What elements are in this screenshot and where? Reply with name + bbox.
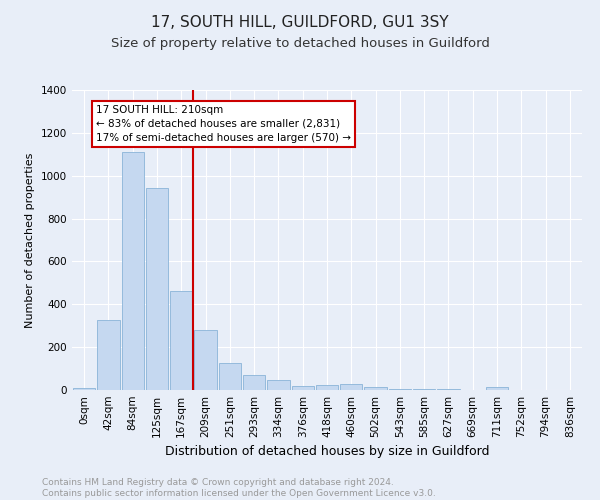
Bar [292,386,314,390]
Bar [486,388,508,390]
Bar [146,188,168,390]
Y-axis label: Number of detached properties: Number of detached properties [25,152,35,328]
Bar [194,330,217,390]
Bar [97,320,119,390]
Bar [340,384,362,390]
X-axis label: Distribution of detached houses by size in Guildford: Distribution of detached houses by size … [165,446,489,458]
Text: Size of property relative to detached houses in Guildford: Size of property relative to detached ho… [110,38,490,51]
Bar [122,152,144,390]
Text: 17, SOUTH HILL, GUILDFORD, GU1 3SY: 17, SOUTH HILL, GUILDFORD, GU1 3SY [151,15,449,30]
Text: 17 SOUTH HILL: 210sqm
← 83% of detached houses are smaller (2,831)
17% of semi-d: 17 SOUTH HILL: 210sqm ← 83% of detached … [96,105,351,143]
Bar [243,374,265,390]
Bar [316,384,338,390]
Bar [170,292,193,390]
Bar [73,388,95,390]
Bar [218,362,241,390]
Text: Contains HM Land Registry data © Crown copyright and database right 2024.
Contai: Contains HM Land Registry data © Crown c… [42,478,436,498]
Bar [267,380,290,390]
Bar [364,387,387,390]
